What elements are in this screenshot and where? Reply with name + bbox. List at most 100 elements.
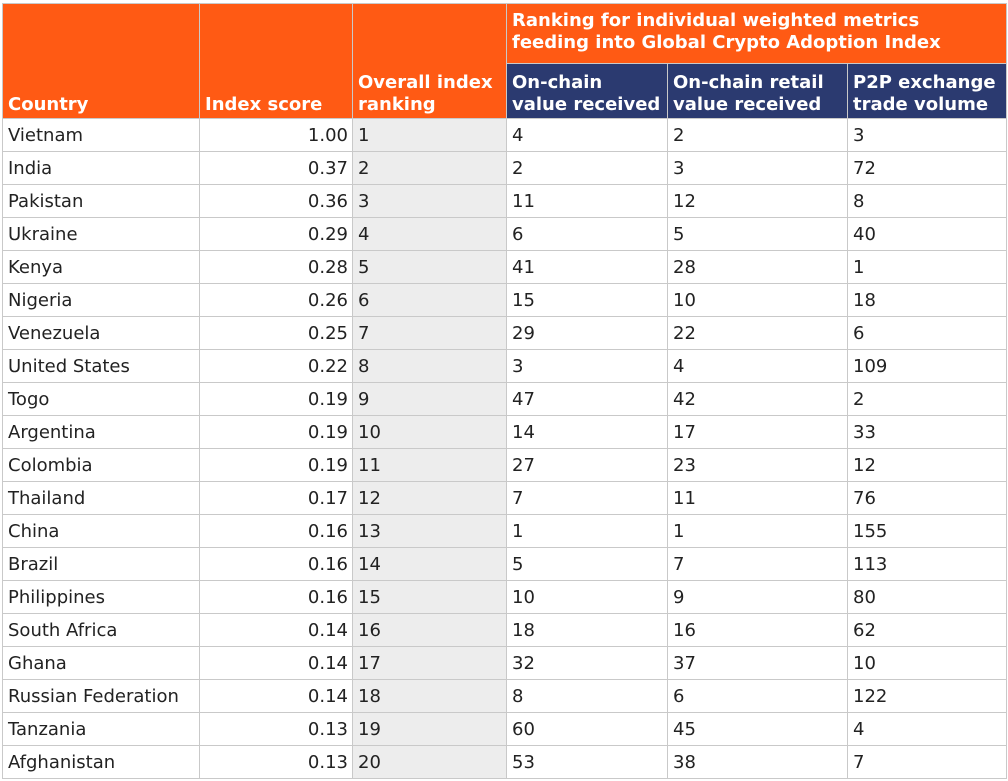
cell-index-score: 0.36 (199, 184, 353, 218)
cell-p2p-volume-rank: 62 (846, 613, 1008, 647)
cell-onchain-retail-rank: 28 (667, 250, 848, 284)
cell-overall-rank: 11 (352, 448, 507, 482)
cell-index-score: 0.17 (199, 481, 353, 515)
cell-onchain-value-rank: 7 (506, 481, 668, 515)
cell-onchain-value-rank: 14 (506, 415, 668, 449)
cell-index-score: 0.13 (199, 745, 353, 779)
cell-p2p-volume-rank: 4 (846, 712, 1008, 746)
cell-onchain-retail-rank: 23 (667, 448, 848, 482)
cell-country: India (2, 151, 200, 185)
table-row: Venezuela 0.25 7 29 22 6 (2, 316, 1008, 350)
cell-p2p-volume-rank: 109 (846, 349, 1008, 383)
table-row: Togo 0.19 9 47 42 2 (2, 382, 1008, 416)
cell-overall-rank: 10 (352, 415, 507, 449)
cell-overall-rank: 4 (352, 217, 507, 251)
header-country: Country (2, 3, 200, 119)
cell-overall-rank: 14 (352, 547, 507, 581)
cell-onchain-value-rank: 2 (506, 151, 668, 185)
cell-onchain-retail-rank: 3 (667, 151, 848, 185)
cell-overall-rank: 15 (352, 580, 507, 614)
cell-index-score: 0.29 (199, 217, 353, 251)
cell-country: South Africa (2, 613, 200, 647)
cell-p2p-volume-rank: 7 (846, 745, 1008, 779)
cell-p2p-volume-rank: 72 (846, 151, 1008, 185)
cell-index-score: 0.16 (199, 580, 353, 614)
table-row: Afghanistan 0.13 20 53 38 7 (2, 745, 1008, 779)
cell-overall-rank: 16 (352, 613, 507, 647)
cell-country: Togo (2, 382, 200, 416)
cell-onchain-value-rank: 3 (506, 349, 668, 383)
cell-onchain-value-rank: 6 (506, 217, 668, 251)
cell-p2p-volume-rank: 122 (846, 679, 1008, 713)
cell-overall-rank: 17 (352, 646, 507, 680)
cell-country: Vietnam (2, 118, 200, 152)
cell-index-score: 0.14 (199, 679, 353, 713)
table-row: Ukraine 0.29 4 6 5 40 (2, 217, 1008, 251)
cell-p2p-volume-rank: 40 (846, 217, 1008, 251)
cell-country: Brazil (2, 547, 200, 581)
cell-onchain-value-rank: 41 (506, 250, 668, 284)
cell-index-score: 1.00 (199, 118, 353, 152)
table-row: Ghana 0.14 17 32 37 10 (2, 646, 1008, 680)
table-row: Nigeria 0.26 6 15 10 18 (2, 283, 1008, 317)
cell-onchain-retail-rank: 16 (667, 613, 848, 647)
cell-index-score: 0.26 (199, 283, 353, 317)
cell-index-score: 0.37 (199, 151, 353, 185)
cell-country: Russian Federation (2, 679, 200, 713)
cell-onchain-retail-rank: 11 (667, 481, 848, 515)
cell-overall-rank: 3 (352, 184, 507, 218)
cell-index-score: 0.19 (199, 415, 353, 449)
cell-index-score: 0.16 (199, 514, 353, 548)
cell-index-score: 0.13 (199, 712, 353, 746)
cell-onchain-retail-rank: 5 (667, 217, 848, 251)
cell-overall-rank: 20 (352, 745, 507, 779)
header-index-score: Index score (199, 3, 353, 119)
cell-p2p-volume-rank: 10 (846, 646, 1008, 680)
cell-overall-rank: 18 (352, 679, 507, 713)
cell-onchain-value-rank: 27 (506, 448, 668, 482)
cell-country: Argentina (2, 415, 200, 449)
table-row: India 0.37 2 2 3 72 (2, 151, 1008, 185)
cell-country: Venezuela (2, 316, 200, 350)
cell-onchain-value-rank: 47 (506, 382, 668, 416)
cell-onchain-retail-rank: 2 (667, 118, 848, 152)
cell-index-score: 0.14 (199, 613, 353, 647)
cell-country: United States (2, 349, 200, 383)
cell-onchain-value-rank: 5 (506, 547, 668, 581)
cell-index-score: 0.25 (199, 316, 353, 350)
cell-overall-rank: 13 (352, 514, 507, 548)
cell-onchain-value-rank: 15 (506, 283, 668, 317)
cell-country: Pakistan (2, 184, 200, 218)
table-body: Vietnam 1.00 1 4 2 3 India 0.37 2 2 3 72 Pakistan 0.3… (2, 118, 1008, 779)
table-row: Kenya 0.28 5 41 28 1 (2, 250, 1008, 284)
table-row: Tanzania 0.13 19 60 45 4 (2, 712, 1008, 746)
cell-onchain-value-rank: 53 (506, 745, 668, 779)
cell-onchain-retail-rank: 7 (667, 547, 848, 581)
cell-overall-rank: 2 (352, 151, 507, 185)
cell-index-score: 0.22 (199, 349, 353, 383)
cell-p2p-volume-rank: 1 (846, 250, 1008, 284)
cell-p2p-volume-rank: 2 (846, 382, 1008, 416)
cell-onchain-value-rank: 60 (506, 712, 668, 746)
cell-onchain-value-rank: 32 (506, 646, 668, 680)
cell-onchain-value-rank: 8 (506, 679, 668, 713)
cell-overall-rank: 6 (352, 283, 507, 317)
cell-country: Philippines (2, 580, 200, 614)
cell-onchain-retail-rank: 42 (667, 382, 848, 416)
cell-index-score: 0.14 (199, 646, 353, 680)
cell-overall-rank: 8 (352, 349, 507, 383)
table-row: Philippines 0.16 15 10 9 80 (2, 580, 1008, 614)
cell-p2p-volume-rank: 6 (846, 316, 1008, 350)
cell-onchain-value-rank: 1 (506, 514, 668, 548)
table-row: Russian Federation 0.14 18 8 6 122 (2, 679, 1008, 713)
cell-country: Tanzania (2, 712, 200, 746)
cell-onchain-value-rank: 18 (506, 613, 668, 647)
table-row: Brazil 0.16 14 5 7 113 (2, 547, 1008, 581)
cell-overall-rank: 5 (352, 250, 507, 284)
cell-overall-rank: 12 (352, 481, 507, 515)
cell-onchain-retail-rank: 17 (667, 415, 848, 449)
cell-onchain-retail-rank: 6 (667, 679, 848, 713)
cell-index-score: 0.19 (199, 448, 353, 482)
cell-country: Thailand (2, 481, 200, 515)
